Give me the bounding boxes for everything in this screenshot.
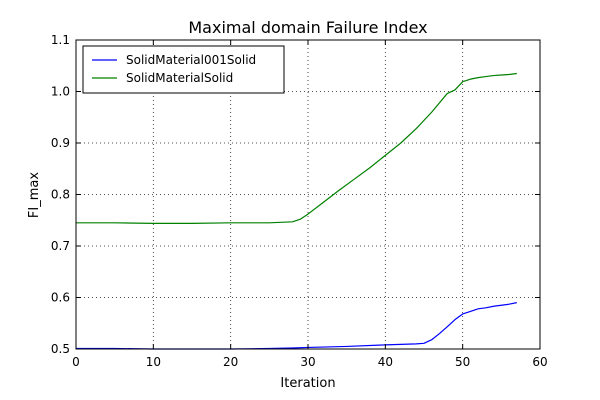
axis-ticks: 0 10 20 30 40 50 60 0.5 0.6 0.7 0.8 0.9 1.0 1.1 <box>51 33 548 369</box>
x-axis-label: Iteration <box>280 376 335 391</box>
legend: SolidMaterial001Solid SolidMaterialSolid <box>82 45 285 94</box>
y-tick-label: 1.0 <box>51 85 70 99</box>
y-tick-label: 0.9 <box>51 136 70 150</box>
y-axis-label: FI_max <box>27 172 42 218</box>
chart-title: Maximal domain Failure Index <box>188 18 427 37</box>
x-tick-label: 0 <box>72 355 80 369</box>
y-tick-label: 0.6 <box>51 291 70 305</box>
grid-lines <box>76 40 540 349</box>
y-tick-label: 0.7 <box>51 239 70 253</box>
series-line-solidmaterialsolid <box>76 72 517 224</box>
y-tick-label: 0.5 <box>51 342 70 356</box>
x-tick-label: 60 <box>532 355 547 369</box>
y-tick-label: 0.8 <box>51 188 70 202</box>
y-tick-label: 1.1 <box>51 33 70 47</box>
legend-label-solidmaterialsolid: SolidMaterialSolid <box>126 71 233 85</box>
legend-label-solidmaterial001solid: SolidMaterial001Solid <box>126 53 256 67</box>
x-tick-label: 10 <box>146 355 161 369</box>
x-tick-label: 50 <box>455 355 470 369</box>
x-tick-label: 20 <box>223 355 238 369</box>
x-tick-label: 40 <box>378 355 393 369</box>
legend-box <box>82 45 285 94</box>
x-tick-label: 30 <box>300 355 315 369</box>
